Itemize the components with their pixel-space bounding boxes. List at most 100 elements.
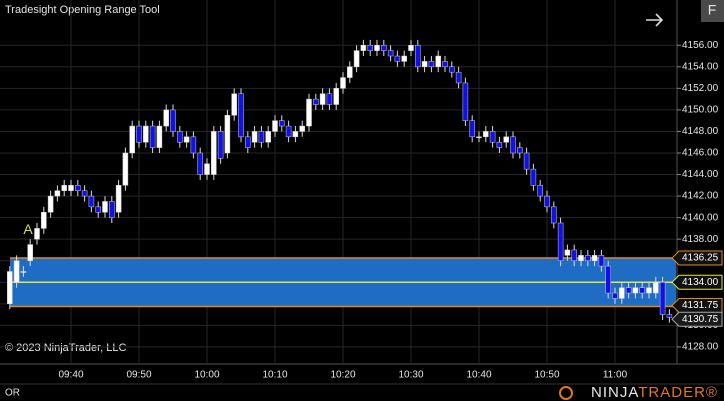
x-tick-label: 09:40	[58, 370, 83, 381]
candle-body	[149, 125, 156, 148]
candle-body	[585, 255, 591, 261]
menu-button[interactable]	[701, 0, 724, 22]
candle-body	[517, 147, 523, 154]
candle-body	[421, 61, 428, 68]
candle-body	[394, 55, 401, 62]
candle-body	[442, 61, 448, 68]
price-tag-label: 4134.00	[682, 277, 719, 288]
candle-body	[544, 195, 550, 208]
candle-body	[299, 125, 305, 132]
candle-body	[109, 201, 115, 218]
x-tick-label: 10:30	[398, 370, 423, 381]
candle-body	[251, 131, 258, 143]
y-tick-label: 4156.00	[682, 40, 719, 51]
candle-body	[530, 168, 537, 186]
candle-body	[143, 125, 149, 143]
candle-body	[20, 271, 27, 273]
candle-body	[115, 185, 122, 213]
candle-body	[571, 249, 577, 261]
x-tick-label: 10:50	[534, 370, 559, 381]
candle-body	[34, 228, 40, 240]
candle-body	[381, 45, 387, 51]
candle-body	[163, 109, 169, 127]
candle-body	[7, 271, 13, 305]
price-tag	[671, 298, 723, 314]
x-tick-label: 11:00	[603, 370, 628, 381]
candle-body	[462, 82, 469, 121]
candle-body	[326, 93, 333, 105]
candle-body	[81, 190, 88, 197]
x-tick-label: 10:00	[194, 370, 219, 381]
candle-body	[449, 66, 455, 73]
candle-body	[659, 282, 666, 315]
y-tick-label: 4146.00	[682, 148, 719, 159]
candle-body	[41, 211, 47, 229]
candle-body	[551, 206, 557, 224]
candle-body	[27, 244, 33, 261]
candle-body	[61, 185, 67, 191]
candle-body	[95, 206, 101, 213]
y-tick-label: 4138.00	[682, 234, 719, 245]
candle-body	[619, 287, 625, 299]
candle-body	[170, 109, 176, 132]
candle-body	[510, 136, 516, 154]
candle-body	[68, 185, 74, 191]
candle-body	[598, 255, 605, 267]
candle-body	[646, 287, 652, 294]
candle-body	[47, 195, 54, 213]
candle-body	[496, 141, 503, 148]
candle-body	[129, 125, 135, 154]
candle-body	[333, 88, 339, 105]
candle-body	[197, 152, 203, 175]
candle-body	[258, 131, 265, 143]
candle-body	[401, 55, 407, 62]
candle-body	[537, 185, 543, 197]
candle-body	[408, 45, 414, 51]
candle-body	[591, 255, 598, 261]
candle-body	[455, 71, 462, 84]
candle-body	[75, 185, 81, 191]
candle-body	[415, 45, 421, 68]
y-tick-label: 4154.00	[682, 61, 719, 72]
candle-body	[557, 222, 564, 261]
candle-body	[353, 50, 360, 68]
candle-body	[653, 282, 659, 294]
candle-body	[224, 115, 231, 154]
candle-body	[578, 255, 584, 261]
candle-body	[319, 93, 326, 105]
candle-body	[625, 287, 632, 294]
candle-body	[313, 98, 319, 105]
price-tag	[671, 311, 723, 327]
y-tick-label: 4152.00	[682, 83, 719, 94]
y-tick-label: 4140.00	[682, 212, 719, 223]
candle-body	[272, 120, 278, 132]
x-tick-label: 10:40	[466, 370, 491, 381]
panel-label: OR	[5, 388, 20, 399]
candle-body	[204, 163, 210, 175]
candle-body	[231, 93, 237, 116]
logo-part: TRADER®	[638, 384, 718, 401]
candle-body	[177, 131, 183, 143]
candle-body	[428, 61, 435, 68]
candle-body	[483, 131, 489, 138]
price-tag-label: 4130.75	[682, 314, 719, 325]
logo-part: NINJA	[591, 384, 638, 401]
menu-button-label[interactable]: F	[708, 2, 717, 18]
candle-body	[190, 136, 197, 154]
candle-body	[285, 125, 292, 138]
logo-icon	[559, 386, 573, 400]
chart-title: Tradesight Opening Range Tool	[5, 4, 160, 16]
candle-body	[476, 136, 482, 139]
logo: NINJATRADER®	[591, 384, 718, 401]
y-tick-label: 4148.00	[682, 126, 719, 137]
candle-body	[632, 287, 639, 294]
candle-body	[245, 136, 251, 148]
price-tag-label: 4131.75	[682, 300, 719, 311]
candle-body	[306, 98, 312, 127]
candle-body	[435, 55, 441, 68]
candle-body	[238, 93, 244, 138]
y-tick-label: 4144.00	[682, 169, 719, 180]
scroll-arrow[interactable]	[646, 13, 664, 27]
candle-body	[183, 136, 190, 143]
